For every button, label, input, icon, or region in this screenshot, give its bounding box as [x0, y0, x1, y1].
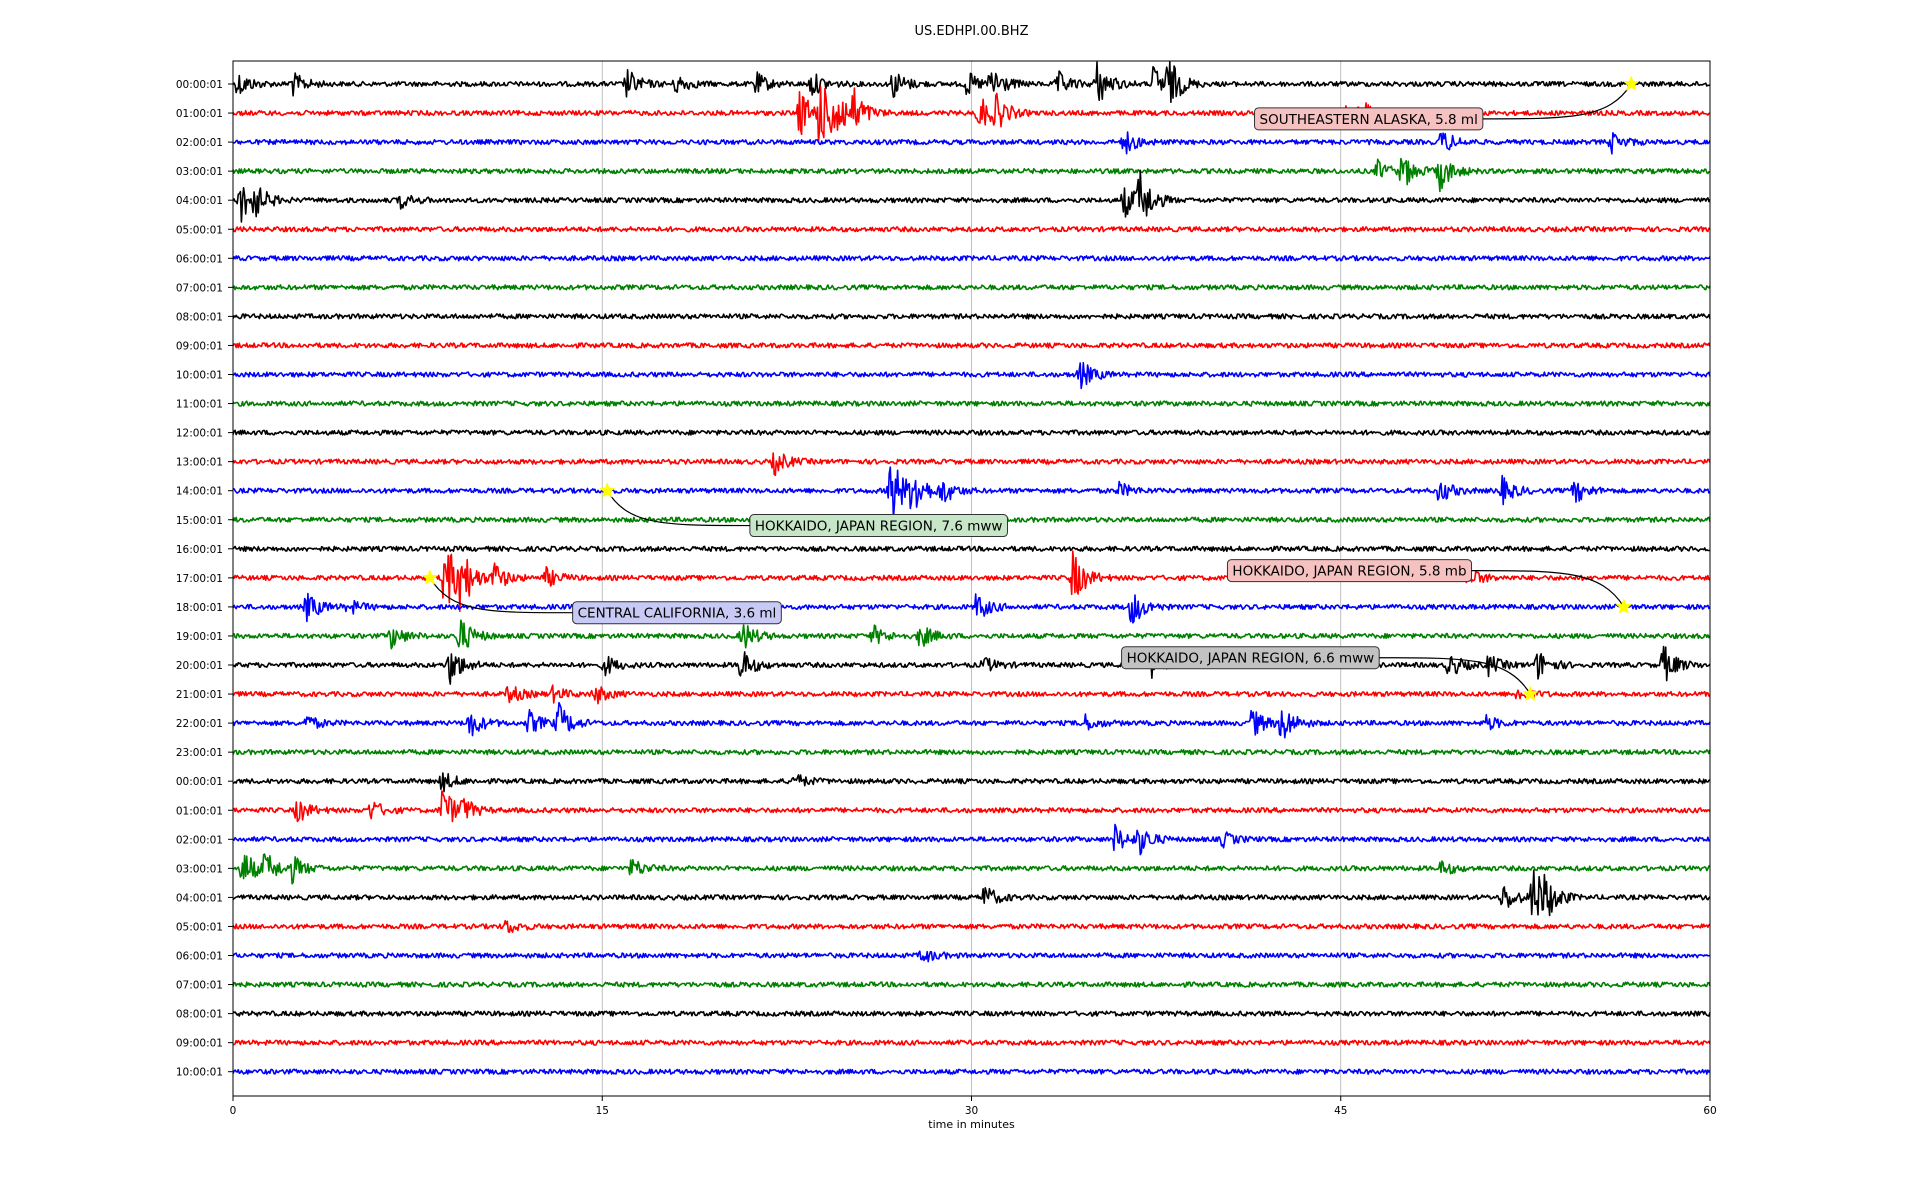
event-star-marker [1522, 685, 1539, 702]
trace-line [232, 749, 1711, 756]
y-tick-label: 11:00:01 [176, 399, 223, 411]
event-annotations: SOUTHEASTERN ALASKA, 5.8 ml HOKKAIDO, JAP… [421, 75, 1640, 702]
trace-line [232, 429, 1711, 436]
y-tick-label: 19:00:01 [176, 631, 223, 643]
trace-line [232, 313, 1711, 320]
trace-line [232, 157, 1711, 193]
trace-line [232, 1068, 1711, 1075]
y-tick-label: 15:00:01 [176, 515, 223, 527]
trace-line [232, 790, 1711, 823]
trace-line [232, 545, 1710, 552]
trace-line [232, 466, 1711, 520]
event-label: HOKKAIDO, JAPAN REGION, 6.6 mww [1127, 651, 1375, 667]
y-tick-label: 12:00:01 [176, 428, 223, 440]
event-star-marker [1615, 598, 1633, 614]
y-tick-label: 10:00:01 [176, 1067, 223, 1079]
event-star-marker [421, 569, 439, 585]
event-annotation: HOKKAIDO, JAPAN REGION, 6.6 mww [1121, 646, 1539, 702]
x-tick-label: 60 [1703, 1105, 1716, 1117]
trace-line [232, 869, 1711, 917]
trace-line [232, 823, 1711, 856]
event-annotation: SOUTHEASTERN ALASKA, 5.8 ml [1254, 75, 1640, 131]
event-connector [1471, 569, 1625, 608]
event-star-marker [598, 482, 616, 498]
y-tick-label: 16:00:01 [176, 544, 223, 556]
trace-line [232, 981, 1711, 988]
event-connector [1379, 657, 1531, 695]
event-annotation: HOKKAIDO, JAPAN REGION, 7.6 mww [598, 482, 1008, 538]
trace-line [232, 645, 1711, 685]
trace-line [232, 919, 1711, 933]
y-tick-label: 05:00:01 [176, 224, 223, 236]
y-tick-label: 00:00:01 [176, 79, 223, 91]
y-tick-label: 23:00:01 [176, 747, 223, 759]
trace-line [232, 400, 1711, 407]
event-label: HOKKAIDO, JAPAN REGION, 5.8 mb [1232, 564, 1466, 580]
trace-line [232, 255, 1711, 262]
trace-line [232, 284, 1711, 291]
y-tick-label: 03:00:01 [176, 166, 223, 178]
trace-line [232, 772, 1711, 793]
event-connector [606, 490, 750, 527]
trace-line [232, 361, 1711, 390]
x-tick-label: 15 [596, 1105, 609, 1117]
trace-line [233, 1039, 1711, 1046]
event-label: HOKKAIDO, JAPAN REGION, 7.6 mww [755, 519, 1003, 535]
chart-title: US.EDHPI.00.BHZ [915, 24, 1029, 39]
trace-line [232, 592, 1711, 624]
trace-line [232, 131, 1711, 155]
x-tick-label: 0 [230, 1105, 237, 1117]
trace-line [232, 61, 1710, 103]
y-tick-label: 05:00:01 [176, 921, 223, 933]
y-tick-label: 06:00:01 [176, 253, 223, 265]
y-tick-label: 21:00:01 [176, 689, 223, 701]
event-connector [429, 577, 573, 614]
y-tick-label: 09:00:01 [176, 1038, 223, 1050]
y-tick-label: 09:00:01 [176, 340, 223, 352]
y-tick-label: 00:00:01 [176, 776, 223, 788]
y-tick-label: 22:00:01 [176, 718, 223, 730]
x-tick-label: 30 [965, 1105, 978, 1117]
event-annotation: CENTRAL CALIFORNIA, 3.6 ml [421, 569, 782, 625]
trace-line [232, 684, 1711, 705]
y-tick-label: 18:00:01 [176, 602, 223, 614]
y-tick-label: 06:00:01 [176, 951, 223, 963]
y-tick-label: 14:00:01 [176, 486, 223, 498]
trace-line [232, 342, 1711, 349]
trace-line [232, 226, 1711, 233]
y-tick-label: 07:00:01 [176, 282, 223, 294]
y-tick-label: 01:00:01 [176, 108, 223, 120]
y-tick-label: 13:00:01 [176, 457, 223, 469]
y-tick-label: 04:00:01 [176, 195, 223, 207]
trace-line [232, 169, 1711, 223]
y-tick-label: 02:00:01 [176, 834, 223, 846]
seismic-traces [232, 61, 1711, 1075]
trace-line [232, 619, 1711, 650]
trace-line [232, 1010, 1711, 1017]
trace-line [232, 853, 1711, 885]
trace-line [232, 950, 1711, 963]
y-tick-label: 07:00:01 [176, 980, 223, 992]
y-tick-label: 08:00:01 [176, 311, 223, 323]
y-tick-label: 08:00:01 [176, 1009, 223, 1021]
y-tick-labels: 00:00:01 01:00:01 02:00:01 03:00:01 04:00:01… [176, 79, 233, 1079]
trace-line [232, 452, 1711, 477]
event-label: SOUTHEASTERN ALASKA, 5.8 ml [1260, 112, 1478, 128]
x-tick-label: 45 [1334, 1105, 1347, 1117]
y-tick-label: 10:00:01 [176, 370, 223, 382]
y-tick-label: 20:00:01 [176, 660, 223, 672]
y-tick-label: 17:00:01 [176, 573, 223, 585]
y-tick-label: 04:00:01 [176, 892, 223, 904]
trace-line [232, 701, 1711, 739]
event-label: CENTRAL CALIFORNIA, 3.6 ml [578, 606, 777, 622]
event-star-marker [1622, 75, 1640, 92]
x-tick-labels: 0 15 30 45 60 [230, 1096, 1717, 1117]
y-tick-label: 03:00:01 [176, 863, 223, 875]
y-tick-label: 02:00:01 [176, 137, 223, 149]
event-connector [1482, 83, 1632, 120]
y-tick-label: 01:00:01 [176, 805, 223, 817]
x-axis-label: time in minutes [928, 1118, 1015, 1131]
event-annotation: HOKKAIDO, JAPAN REGION, 5.8 mb [1226, 559, 1633, 614]
